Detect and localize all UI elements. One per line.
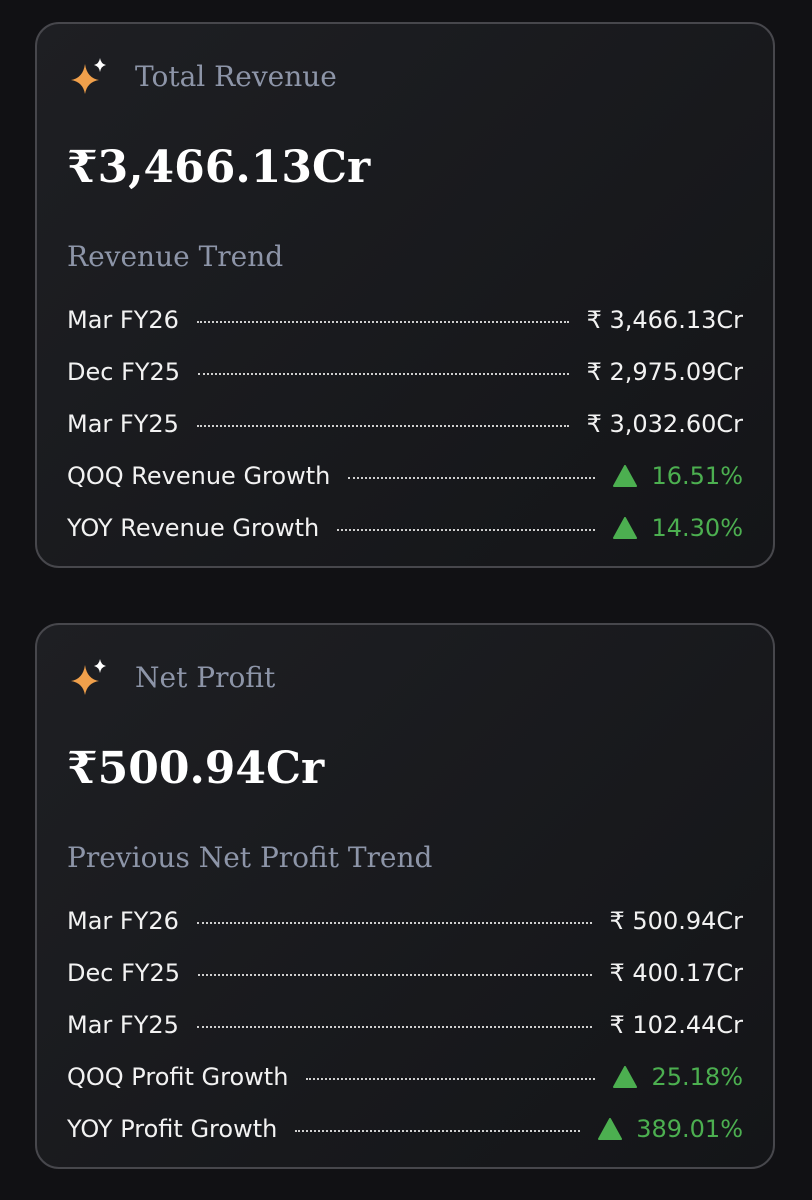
row-label: Mar FY25	[67, 410, 179, 438]
dotted-leader	[198, 373, 569, 375]
row-label: QOQ Revenue Growth	[67, 462, 331, 490]
row-value-box: ₹ 3,032.60Cr	[587, 410, 743, 438]
row-label: YOY Profit Growth	[67, 1115, 278, 1143]
row-label: Dec FY25	[67, 358, 181, 386]
row-value: ₹ 500.94Cr	[609, 907, 744, 935]
card: Total Revenue ₹3,466.13Cr Revenue Trend Mar…	[35, 22, 775, 568]
row-label: QOQ Profit Growth	[67, 1063, 289, 1091]
dotted-leader	[196, 425, 569, 427]
up-arrow	[613, 1066, 638, 1088]
trend-row: Mar FY25 ₹ 102.44Cr	[67, 999, 743, 1051]
trend-rows: Mar FY26 ₹ 3,466.13Cr Dec FY25 ₹ 2,975.09Cr…	[67, 294, 743, 554]
row-value: 389.01%	[636, 1115, 743, 1143]
row-value: ₹ 102.44Cr	[609, 1011, 744, 1039]
trend-row: Dec FY25 ₹ 400.17Cr	[67, 947, 743, 999]
up-arrow	[598, 1118, 623, 1140]
sparkle-icon	[71, 58, 106, 94]
trend-row: YOY Profit Growth 389.01%	[67, 1103, 743, 1155]
card-title: Net Profit	[135, 660, 276, 694]
dotted-leader	[196, 922, 592, 924]
dotted-leader	[198, 974, 592, 976]
headline-value: ₹3,466.13Cr	[67, 142, 371, 193]
row-value-box: ₹ 500.94Cr	[610, 907, 744, 935]
card-title: Total Revenue	[135, 59, 337, 93]
row-value: 25.18%	[651, 1063, 743, 1091]
row-label: YOY Revenue Growth	[67, 514, 320, 542]
card-header: Total Revenue	[69, 56, 337, 96]
dotted-leader	[196, 321, 569, 323]
row-value-box: 389.01%	[598, 1115, 743, 1143]
trend-row: Mar FY26 ₹ 3,466.13Cr	[67, 294, 743, 346]
row-label: Dec FY25	[67, 959, 181, 987]
card: Net Profit ₹500.94Cr Previous Net Profit T…	[35, 623, 775, 1169]
dotted-leader	[348, 477, 596, 479]
trend-row: QOQ Profit Growth 25.18%	[67, 1051, 743, 1103]
row-value-box: 14.30%	[613, 514, 743, 542]
row-value: ₹ 3,466.13Cr	[586, 306, 743, 334]
row-value-box: ₹ 3,466.13Cr	[587, 306, 743, 334]
row-label: Mar FY25	[67, 1011, 179, 1039]
trend-row: Mar FY26 ₹ 500.94Cr	[67, 895, 743, 947]
dotted-leader	[295, 1130, 581, 1132]
row-value: ₹ 2,975.09Cr	[586, 358, 743, 386]
row-value: 14.30%	[651, 514, 743, 542]
up-arrow	[613, 517, 638, 539]
trend-row: YOY Revenue Growth 14.30%	[67, 502, 743, 554]
dotted-leader	[337, 529, 596, 531]
row-label: Mar FY26	[67, 306, 179, 334]
sparkle-icon	[71, 659, 106, 695]
row-value-box: 16.51%	[613, 462, 743, 490]
dotted-leader	[196, 1026, 592, 1028]
headline-value: ₹500.94Cr	[67, 743, 325, 794]
trend-rows: Mar FY26 ₹ 500.94Cr Dec FY25 ₹ 400.17Cr Mar …	[67, 895, 743, 1155]
dotted-leader	[306, 1078, 596, 1080]
row-value-box: ₹ 102.44Cr	[610, 1011, 744, 1039]
row-value: ₹ 3,032.60Cr	[586, 410, 743, 438]
row-value-box: ₹ 400.17Cr	[610, 959, 744, 987]
trend-row: Mar FY25 ₹ 3,032.60Cr	[67, 398, 743, 450]
row-value: ₹ 400.17Cr	[609, 959, 744, 987]
trend-title: Previous Net Profit Trend	[67, 841, 433, 874]
trend-row: Dec FY25 ₹ 2,975.09Cr	[67, 346, 743, 398]
trend-title: Revenue Trend	[67, 240, 284, 273]
card-header: Net Profit	[69, 657, 275, 697]
row-value-box: ₹ 2,975.09Cr	[587, 358, 743, 386]
row-value-box: 25.18%	[613, 1063, 743, 1091]
row-value: 16.51%	[651, 462, 743, 490]
trend-row: QOQ Revenue Growth 16.51%	[67, 450, 743, 502]
up-arrow	[613, 465, 638, 487]
row-label: Mar FY26	[67, 907, 179, 935]
